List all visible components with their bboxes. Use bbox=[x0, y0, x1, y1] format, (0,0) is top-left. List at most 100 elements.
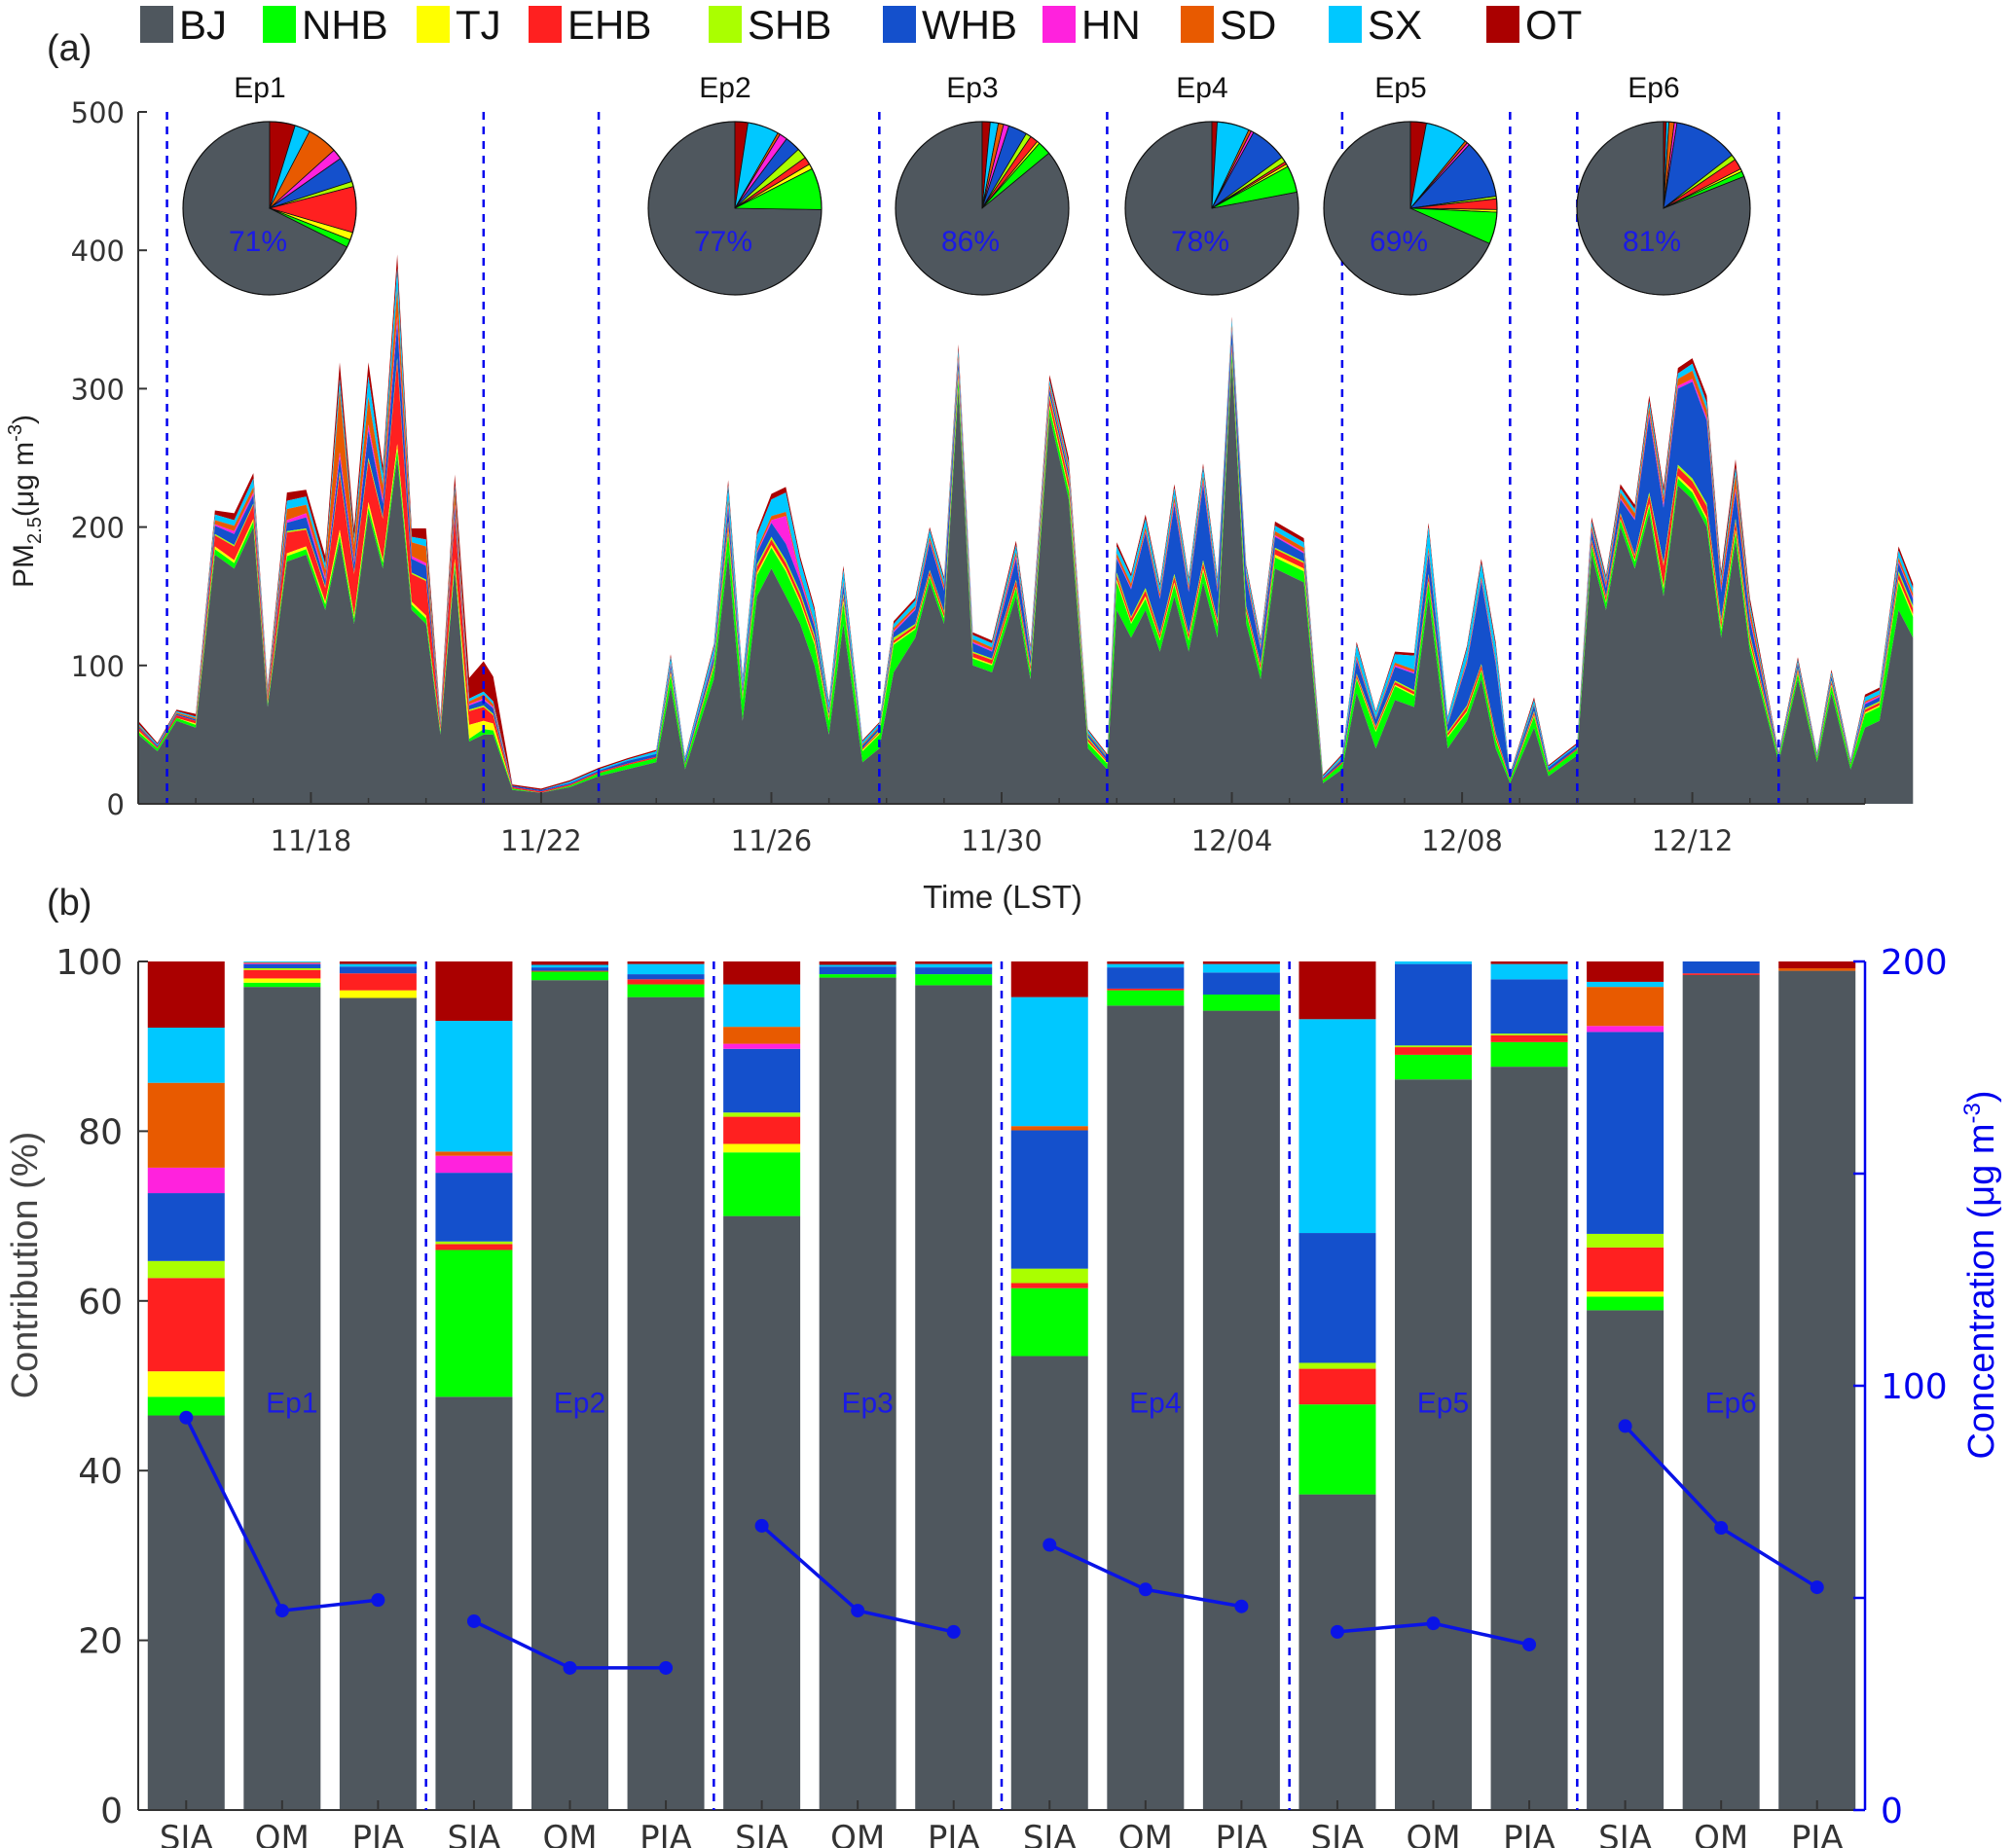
panel-a-ytick-label: 500 bbox=[71, 96, 125, 129]
panel-b-xtick-label: OM bbox=[1694, 1819, 1748, 1848]
legend-swatch-ehb bbox=[529, 6, 562, 43]
legend-swatch-whb bbox=[883, 6, 916, 43]
bar-segment-whb bbox=[819, 966, 896, 975]
legend-label-ot: OT bbox=[1525, 2, 1582, 48]
pie-title: Ep2 bbox=[699, 72, 750, 104]
pie-title: Ep4 bbox=[1176, 72, 1227, 104]
panel-b-y2tick-label: 0 bbox=[1881, 1792, 1903, 1831]
legend-swatch-ot bbox=[1486, 6, 1519, 43]
panel-a-timeseries: 0 100 200 300 400 500 11/18 11/22 11/26 11/30 12/0… bbox=[5, 72, 1914, 915]
concentration-point bbox=[563, 1660, 577, 1675]
panel-b-xtick-label: PIA bbox=[351, 1819, 404, 1848]
bar-segment-shb bbox=[243, 967, 321, 970]
bar-segment-sx bbox=[243, 961, 321, 962]
bar-segment-shb bbox=[1490, 1033, 1568, 1035]
bar-segment-ot bbox=[1107, 961, 1185, 964]
bar-segment-bj bbox=[339, 997, 417, 1810]
stacked-bars bbox=[147, 961, 1856, 1810]
bar-om bbox=[1395, 961, 1472, 1810]
bar-segment-sx bbox=[435, 1021, 513, 1152]
pie-outline bbox=[1323, 121, 1498, 296]
panel-a-ylabel: PM2.5(μg m-3) bbox=[5, 415, 46, 588]
ylabel-sup: -3 bbox=[5, 424, 26, 442]
bar-segment-sx bbox=[627, 963, 705, 975]
bar-segment-shb bbox=[147, 1260, 225, 1279]
bar-sia bbox=[723, 961, 801, 1810]
panel-a-xtick-label: 12/08 bbox=[1421, 824, 1503, 857]
concentration-point bbox=[1234, 1599, 1249, 1613]
ylabel-end: ) bbox=[8, 415, 40, 424]
bar-om bbox=[243, 961, 321, 1810]
panel-b-ytick-label: 60 bbox=[78, 1283, 123, 1323]
concentration-point bbox=[1426, 1616, 1441, 1631]
bar-segment-ot bbox=[435, 961, 513, 1022]
pie-title: Ep6 bbox=[1628, 72, 1679, 104]
bar-segment-sd bbox=[723, 1027, 801, 1044]
bar-segment-nhb bbox=[1395, 1054, 1472, 1080]
bar-sia bbox=[1587, 961, 1664, 1810]
panel-b-ytick-label: 100 bbox=[55, 943, 123, 983]
bar-segment-bj bbox=[243, 987, 321, 1810]
panel-b-xtick-label: SIA bbox=[1311, 1819, 1365, 1848]
panel-b-ytick-label: 20 bbox=[78, 1622, 123, 1662]
bar-segment-ot bbox=[531, 961, 608, 965]
panel-a-xtick-label: 11/30 bbox=[961, 824, 1043, 857]
bar-segment-ehb bbox=[1107, 988, 1185, 991]
legend: BJ NHB TJ EHB SHB WHB HN SD SX OT bbox=[140, 2, 1582, 48]
pie-percent-label: 81% bbox=[1623, 226, 1681, 258]
panel-a-ytick-label: 400 bbox=[71, 235, 125, 268]
episode-label-ep5: Ep5 bbox=[1417, 1387, 1469, 1419]
bar-segment-nhb bbox=[627, 984, 705, 997]
concentration-point bbox=[659, 1660, 674, 1675]
bar-pia bbox=[627, 961, 705, 1810]
bar-segment-ehb bbox=[243, 969, 321, 979]
episode-label-ep2: Ep2 bbox=[554, 1387, 605, 1419]
bar-om bbox=[1107, 961, 1185, 1810]
pie-title: Ep5 bbox=[1374, 72, 1426, 104]
bar-segment-shb bbox=[1299, 1362, 1376, 1369]
panel-b-ytick-label: 0 bbox=[100, 1792, 123, 1831]
bar-segment-bj bbox=[1490, 1067, 1568, 1810]
bar-segment-bj bbox=[435, 1396, 513, 1810]
episode-labels: Ep1 Ep2 Ep3 Ep4 Ep5 Ep6 bbox=[266, 1387, 1757, 1419]
concentration-point bbox=[1043, 1538, 1057, 1552]
legend-swatch-nhb bbox=[263, 6, 296, 43]
area-series-bj bbox=[138, 361, 1914, 804]
concentration-point bbox=[179, 1410, 194, 1425]
bar-pia bbox=[1778, 961, 1856, 1810]
bar-pia bbox=[339, 961, 417, 1810]
concentration-point bbox=[1330, 1624, 1344, 1639]
pie-percent-label: 77% bbox=[694, 226, 752, 258]
bar-segment-whb bbox=[1010, 1130, 1088, 1269]
bar-segment-sd bbox=[147, 1082, 225, 1168]
bar-segment-bj bbox=[1107, 1005, 1185, 1810]
pie-outline bbox=[1576, 121, 1751, 296]
panel-b-xtick-label: OM bbox=[830, 1819, 885, 1848]
panel-b-y2label: Concentration (μg m-3) bbox=[1959, 1090, 2002, 1459]
pie-ep4: Ep4 78% bbox=[1124, 72, 1299, 296]
pie-title: Ep1 bbox=[234, 72, 285, 104]
pie-outline bbox=[647, 121, 823, 296]
bar-segment-bj bbox=[1299, 1494, 1376, 1810]
panel-a-xlabel: Time (LST) bbox=[923, 879, 1082, 915]
bar-segment-tj bbox=[243, 978, 321, 983]
bar-segment-ehb bbox=[339, 973, 417, 991]
bar-segment-whb bbox=[243, 963, 321, 968]
bar-segment-nhb bbox=[1490, 1041, 1568, 1068]
bar-segment-nhb bbox=[1299, 1404, 1376, 1495]
bar-segment-bj bbox=[1682, 974, 1760, 1810]
bar-segment-ehb bbox=[1587, 1247, 1664, 1292]
panel-a-label: (a) bbox=[47, 28, 91, 69]
bar-sia bbox=[1010, 961, 1088, 1810]
bar-segment-whb bbox=[1202, 972, 1280, 996]
bar-segment-ot bbox=[147, 961, 225, 1029]
bar-segment-sx bbox=[1299, 1019, 1376, 1234]
panel-b-xtick-label: PIA bbox=[928, 1819, 980, 1848]
bar-segment-bj bbox=[915, 985, 993, 1810]
episode-label-ep6: Ep6 bbox=[1704, 1387, 1756, 1419]
bar-segment-ot bbox=[915, 961, 993, 964]
bar-segment-whb bbox=[435, 1173, 513, 1242]
bar-segment-whb bbox=[1682, 961, 1760, 974]
bar-segment-whb bbox=[915, 967, 993, 975]
